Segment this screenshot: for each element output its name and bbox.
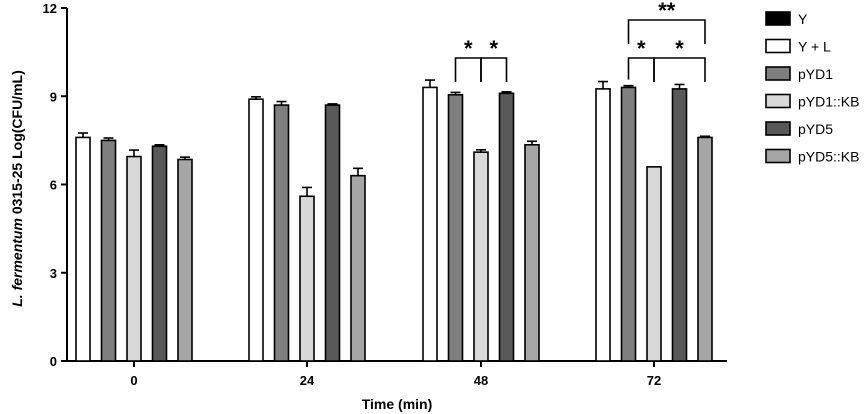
bar — [299, 195, 315, 362]
legend-label: pYD1 — [798, 66, 833, 82]
bar — [177, 158, 193, 362]
bar — [671, 88, 688, 362]
bar — [447, 93, 464, 362]
legend-swatch — [765, 66, 791, 81]
bar — [151, 145, 168, 362]
significance-bracket — [480, 57, 508, 82]
bar — [524, 143, 540, 362]
legend-swatch — [765, 11, 791, 26]
significance-bracket — [627, 57, 655, 82]
bar — [100, 139, 117, 362]
legend-label: pYD1::KB — [798, 94, 859, 110]
bars — [75, 79, 713, 362]
bar — [75, 136, 91, 362]
legend-label: Y + L — [798, 39, 831, 55]
legend-swatch — [765, 121, 791, 136]
significance-label: * — [464, 36, 473, 61]
x-tick-label: 24 — [300, 373, 315, 388]
legend-swatch — [765, 38, 791, 54]
y-tick-label: 3 — [50, 266, 57, 281]
y-tick-label: 12 — [43, 1, 57, 16]
bar — [273, 104, 290, 362]
bar — [422, 86, 438, 362]
bar — [498, 92, 515, 362]
bar — [324, 104, 341, 362]
significance-label: ** — [658, 0, 676, 23]
legend-label: Y — [798, 11, 808, 27]
legend-label: pYD5::KB — [798, 149, 859, 165]
bar — [350, 174, 366, 362]
significance-bracket — [454, 57, 482, 82]
significance-brackets: * * * *** — [454, 0, 706, 82]
significance-label: * — [675, 36, 684, 61]
x-tick-label: 48 — [474, 373, 488, 388]
bar — [248, 98, 264, 362]
x-tick-label: 0 — [130, 373, 137, 388]
y-axis-title-species: L. fermentum — [9, 218, 25, 307]
bar — [595, 88, 611, 362]
axes: 0 3 6 9 12 0 24 48 72 — [43, 1, 727, 388]
y-tick-label: 6 — [50, 178, 57, 193]
bar — [620, 86, 637, 362]
bar — [126, 155, 142, 362]
legend-swatch — [765, 148, 791, 164]
y-tick-label: 0 — [50, 354, 57, 369]
y-axis-title: L. fermentum 0315-25 Log(CFU/mL) — [9, 70, 25, 307]
significance-bracket — [627, 19, 706, 44]
bar — [646, 166, 662, 362]
legend-label: pYD5 — [798, 121, 833, 137]
legend-swatch — [765, 93, 791, 109]
x-tick-label: 72 — [647, 373, 661, 388]
significance-bracket — [653, 57, 706, 82]
bar — [473, 151, 489, 362]
bar — [697, 136, 713, 362]
significance-label: * — [637, 36, 646, 61]
significance-label: * — [489, 36, 498, 61]
x-axis-title: Time (min) — [362, 396, 433, 412]
y-axis-title-units: 0315-25 Log(CFU/mL) — [9, 70, 25, 218]
y-tick-label: 9 — [50, 89, 57, 104]
